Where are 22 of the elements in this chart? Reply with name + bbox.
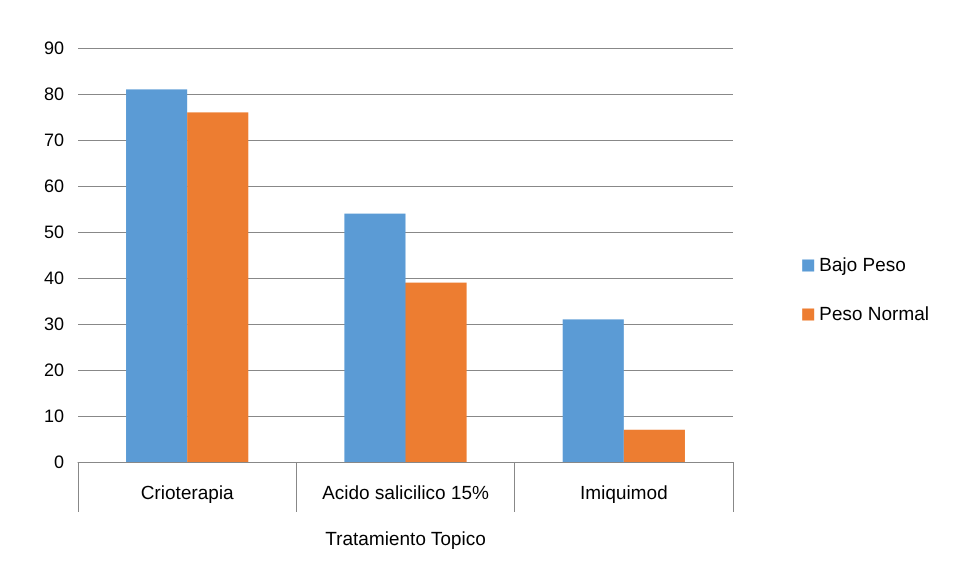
- y-tick-label: 50: [44, 222, 64, 242]
- bar: [344, 214, 406, 462]
- y-tick-label: 70: [44, 130, 64, 150]
- y-tick-label: 0: [54, 452, 64, 472]
- y-tick-label: 40: [44, 268, 64, 288]
- y-tick-label: 10: [44, 406, 64, 426]
- bar: [187, 112, 248, 462]
- y-tick-label: 30: [44, 314, 64, 334]
- y-tick-label: 20: [44, 360, 64, 380]
- bar: [562, 319, 624, 462]
- bar: [126, 89, 188, 462]
- legend-label: Peso Normal: [819, 304, 930, 325]
- x-tick-label: Crioterapia: [140, 483, 234, 504]
- y-tick-label: 90: [44, 38, 64, 58]
- x-tick-label: Acido salicilico 15%: [322, 483, 490, 504]
- y-tick-label: 80: [44, 84, 64, 104]
- bar: [406, 282, 467, 462]
- x-tick-label: Imiquimod: [580, 483, 668, 504]
- legend-label: Bajo Peso: [819, 255, 906, 276]
- x-axis-title: Tratamiento Topico: [325, 529, 486, 550]
- bar: [624, 430, 685, 462]
- y-tick-label: 60: [44, 176, 64, 196]
